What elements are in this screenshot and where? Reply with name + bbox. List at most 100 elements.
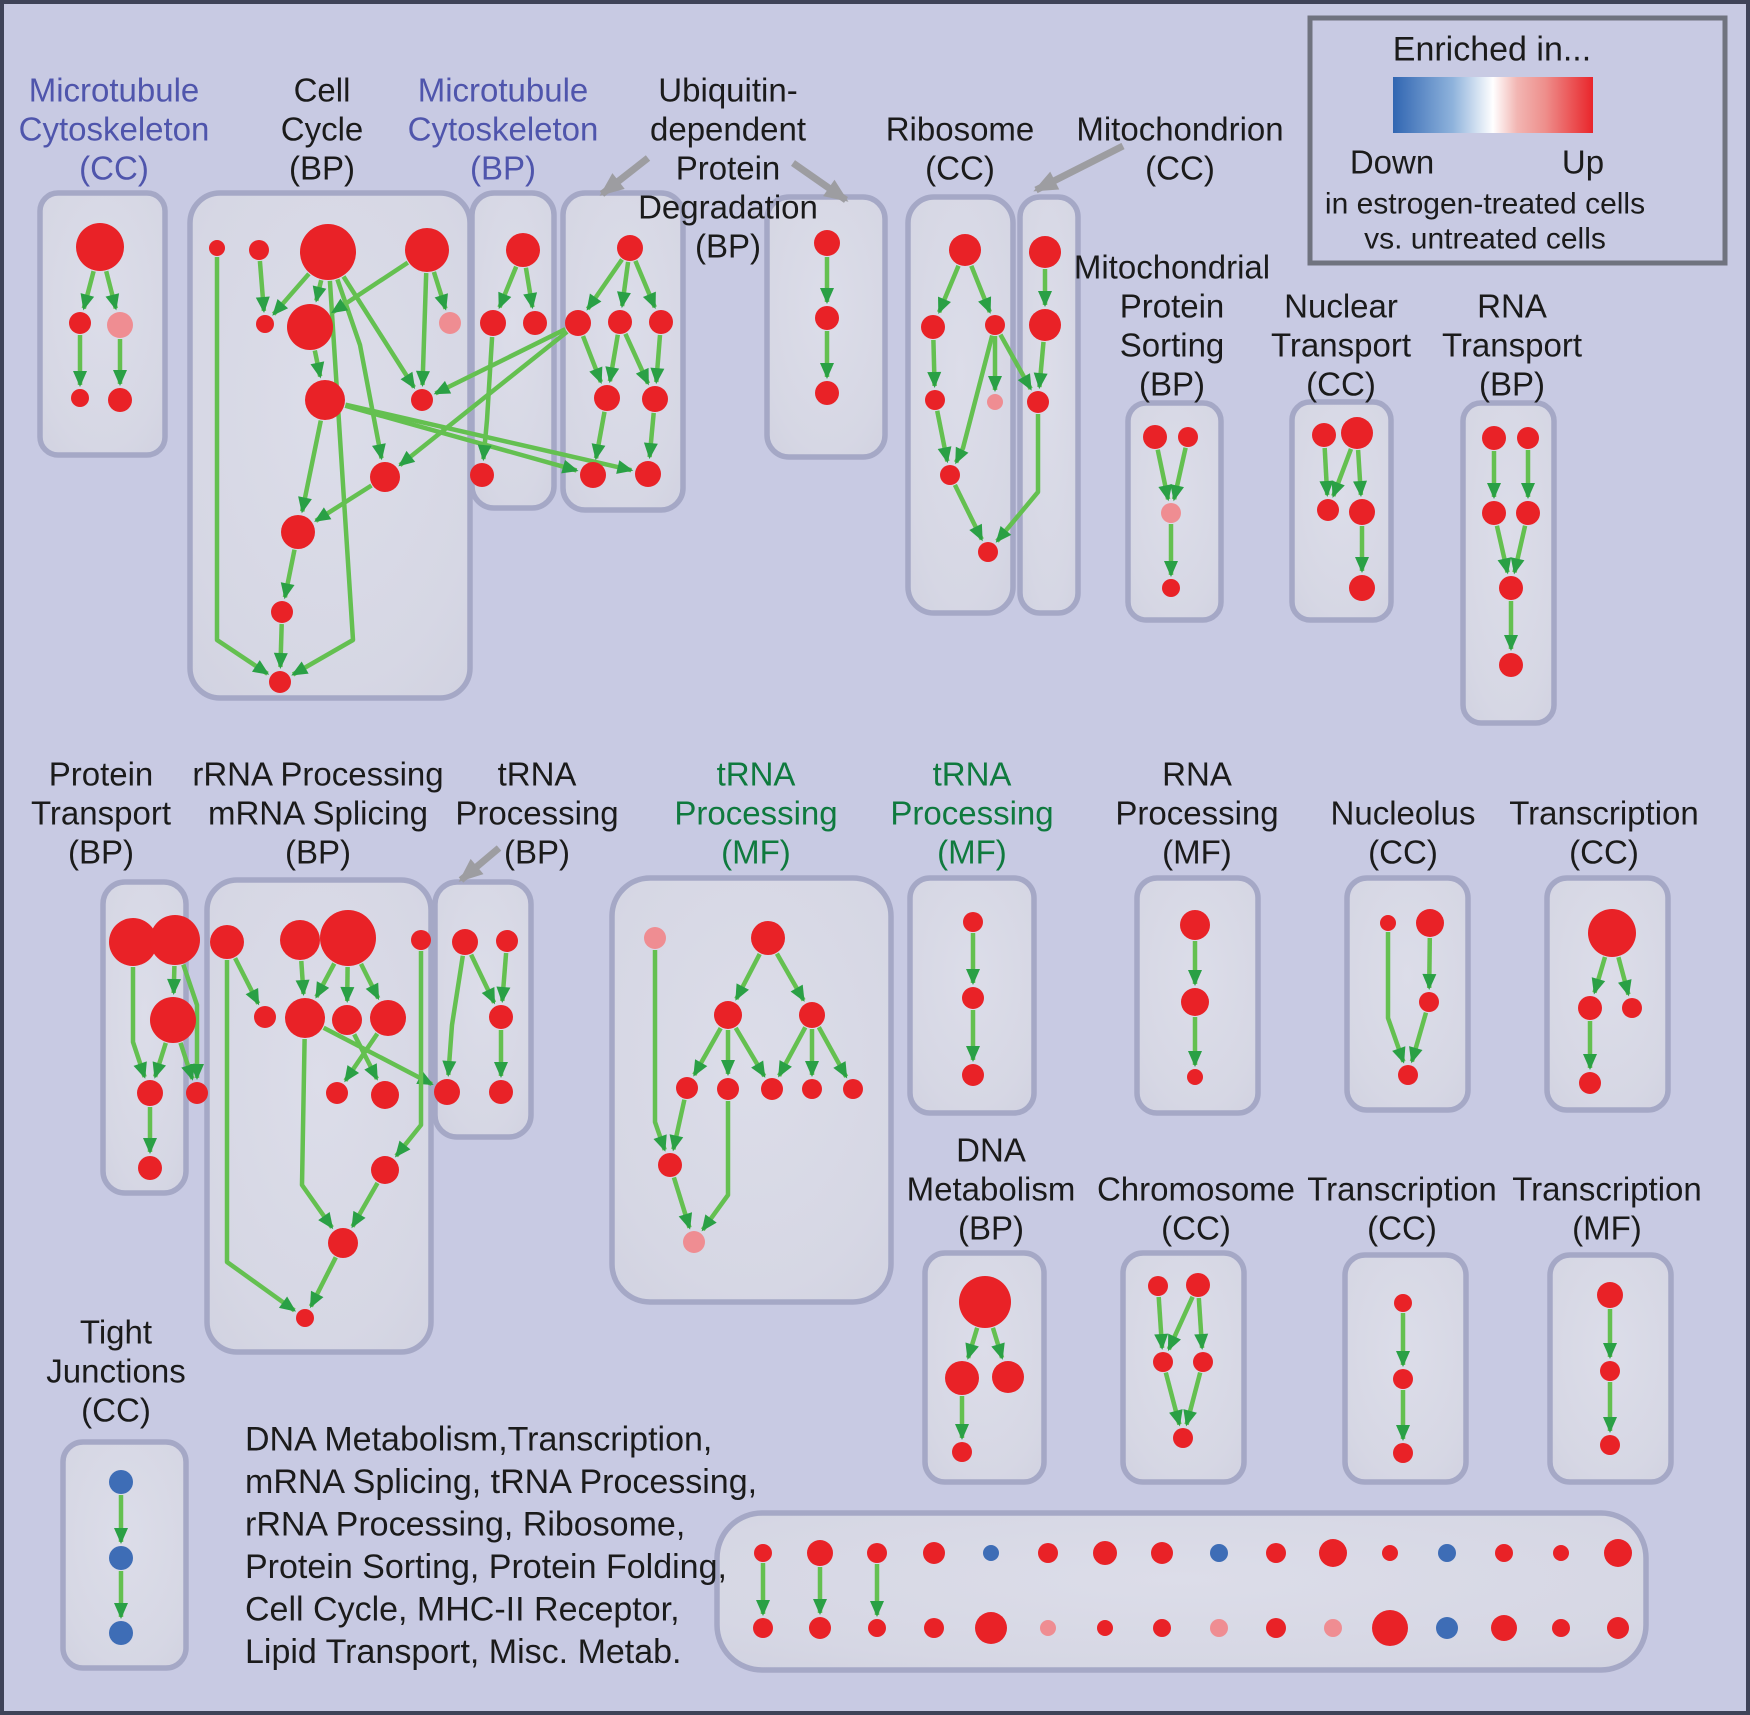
edge-o4-o9	[816, 1026, 849, 1079]
go-term-node-b5	[256, 315, 274, 333]
edge-b3-b5	[271, 272, 311, 316]
edge-o2-o4	[774, 952, 806, 1002]
go-term-node-c3	[523, 311, 547, 335]
go-term-node-f3	[985, 315, 1005, 335]
misc-categories-note: DNA Metabolism,Transcription, mRNA Splici…	[245, 1421, 757, 1672]
go-term-node-o11	[683, 1231, 705, 1253]
edge-g2-g3	[1033, 341, 1048, 390]
go-term-node-t1	[959, 1276, 1011, 1328]
edge-b11-b12	[280, 549, 297, 600]
go-term-node-y15t	[1553, 1545, 1569, 1561]
go-term-node-d6	[642, 386, 668, 412]
go-term-node-b8	[305, 380, 345, 420]
go-term-node-b4	[405, 228, 449, 272]
go-term-node-q2	[1181, 988, 1209, 1016]
go-term-node-d2	[565, 310, 591, 336]
edge-b10-b11	[314, 483, 373, 523]
edge-d3-d5	[605, 334, 621, 384]
go-term-node-y5b	[975, 1612, 1007, 1644]
cluster-label-ubiquitin: Ubiquitin-dependent Protein Degradation (BP…	[638, 72, 818, 265]
edge-m3-m6	[314, 962, 337, 999]
cluster-label-protein-transport: Protein Transport (BP)	[31, 756, 171, 871]
go-term-node-y6t	[1038, 1543, 1058, 1563]
go-term-node-y13t	[1438, 1544, 1456, 1562]
edge-m12-m13	[308, 1256, 338, 1309]
go-term-node-e2	[815, 306, 839, 330]
go-term-node-h4	[1162, 579, 1180, 597]
edge-b8-b11	[298, 420, 324, 514]
cluster-box-chromosome	[1120, 1250, 1247, 1485]
edge-a1-a3	[104, 270, 120, 311]
go-term-node-y16b	[1607, 1617, 1629, 1639]
cluster-box-dna-metabolism	[922, 1250, 1047, 1485]
edge-n1-n4	[442, 955, 466, 1077]
go-term-node-b6	[287, 304, 333, 350]
cluster-box-microtubule-bp	[469, 190, 557, 511]
go-term-node-r4	[1398, 1065, 1418, 1085]
cluster-label-nuclear-transport: Nuclear Transport (CC)	[1271, 288, 1411, 403]
edge-d5-d7	[591, 411, 607, 461]
edge-f1-f3	[969, 264, 992, 314]
go-term-node-y9t	[1210, 1544, 1228, 1562]
go-term-node-d3	[608, 310, 632, 334]
edge-m4-m11	[394, 951, 424, 1158]
go-term-node-j2	[1517, 427, 1539, 449]
pointer-ubiquitin-arrow-right	[790, 160, 849, 203]
edge-d2-b9	[433, 327, 567, 396]
edge-layer	[73, 257, 1632, 1619]
go-term-node-f4	[925, 390, 945, 410]
go-term-node-n4	[434, 1079, 460, 1105]
node-layer	[69, 223, 1642, 1646]
edge-n1-n3	[469, 953, 497, 1005]
go-term-node-y6b	[1040, 1620, 1056, 1636]
edge-i2-i4	[1353, 449, 1368, 497]
edge-u4-u5	[1183, 1372, 1203, 1427]
go-term-node-d7	[580, 462, 606, 488]
edge-f3-g3	[998, 333, 1033, 391]
go-term-node-w3	[1600, 1435, 1620, 1455]
go-term-node-t2	[945, 1361, 979, 1395]
go-term-node-e3	[815, 381, 839, 405]
edge-b8-d8	[344, 402, 634, 474]
go-term-node-f5	[987, 394, 1003, 410]
go-term-node-m13	[296, 1309, 314, 1327]
edge-d1-d2	[585, 258, 624, 311]
go-term-node-m6	[285, 998, 325, 1038]
edge-m8-m9	[343, 1032, 380, 1083]
go-term-node-u4	[1193, 1352, 1213, 1372]
edge-h2-h3	[1170, 447, 1188, 502]
go-term-node-i2	[1341, 417, 1373, 449]
edge-f2-f4	[927, 339, 942, 388]
go-term-node-r2	[1416, 909, 1444, 937]
go-term-node-y14b	[1491, 1615, 1517, 1641]
edge-o3-o7	[733, 1026, 767, 1078]
go-term-node-y7b	[1097, 1620, 1113, 1636]
legend-up-label: Up	[1562, 144, 1604, 181]
go-term-node-w2	[1600, 1361, 1620, 1381]
go-term-node-h2	[1178, 427, 1198, 447]
legend-subtitle-line2: vs. untreated cells	[1364, 222, 1606, 255]
edge-o4-o7	[777, 1026, 808, 1078]
edge-f3-f7	[954, 335, 995, 465]
go-term-node-d8	[635, 461, 661, 487]
edge-d2-b10	[398, 329, 569, 467]
go-term-node-m4	[411, 930, 431, 950]
go-term-node-y7t	[1093, 1541, 1117, 1565]
go-term-node-i5	[1349, 575, 1375, 601]
go-term-node-m5	[254, 1006, 276, 1028]
go-term-node-y10b	[1266, 1618, 1286, 1638]
go-term-node-s3	[1622, 998, 1642, 1018]
go-term-node-p2	[962, 987, 984, 1009]
go-term-node-b3	[300, 224, 356, 280]
go-term-node-l3	[150, 997, 196, 1043]
edge-a1-a2	[80, 270, 96, 311]
go-term-node-m1	[210, 925, 244, 959]
cluster-label-microtubule-bp: Microtubule Cytoskeleton (BP)	[408, 72, 599, 187]
edge-d2-d5	[580, 335, 603, 384]
go-term-node-y5t	[983, 1545, 999, 1561]
go-term-node-a3	[107, 312, 133, 338]
go-term-node-b12	[271, 601, 293, 623]
go-term-node-g1	[1029, 236, 1061, 268]
go-term-node-y10t	[1266, 1543, 1286, 1563]
go-term-node-y8t	[1151, 1542, 1173, 1564]
